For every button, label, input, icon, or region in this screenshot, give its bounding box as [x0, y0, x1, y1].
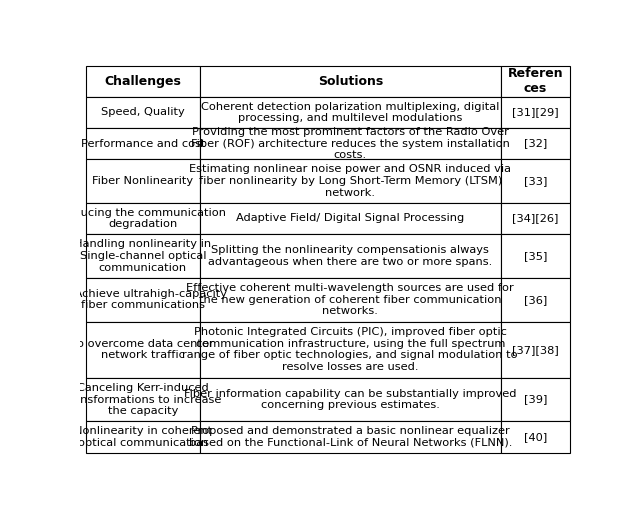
Text: [39]: [39]: [524, 394, 547, 405]
Text: Referen
ces: Referen ces: [508, 67, 563, 95]
Bar: [501, 203, 570, 234]
Bar: [86, 278, 200, 322]
Text: [36]: [36]: [524, 294, 547, 305]
Text: Nonlinearity in coherent
optical communication: Nonlinearity in coherent optical communi…: [74, 426, 212, 448]
Bar: [501, 159, 570, 203]
Bar: [200, 278, 501, 322]
Bar: [86, 66, 200, 97]
Text: Performance and cost: Performance and cost: [81, 139, 205, 149]
Text: Handling nonlinearity in
Single-channel optical
communication: Handling nonlinearity in Single-channel …: [74, 240, 211, 272]
Text: Canceling Kerr-induced
transformations to increase
the capacity: Canceling Kerr-induced transformations t…: [64, 383, 221, 416]
Text: [31][29]: [31][29]: [512, 107, 559, 117]
Text: [40]: [40]: [524, 432, 547, 442]
Text: [35]: [35]: [524, 251, 547, 261]
Bar: [200, 97, 501, 128]
Text: Fiber information capability can be substantially improved
concerning previous e: Fiber information capability can be subs…: [184, 389, 516, 410]
Text: [32]: [32]: [524, 139, 547, 149]
Text: [34][26]: [34][26]: [512, 213, 559, 224]
Bar: [501, 97, 570, 128]
Text: Reducing the communication
degradation: Reducing the communication degradation: [60, 208, 227, 229]
Bar: [501, 421, 570, 452]
Text: Photonic Integrated Circuits (PIC), improved fiber optic
communication infrastru: Photonic Integrated Circuits (PIC), impr…: [182, 327, 518, 372]
Bar: [86, 97, 200, 128]
Bar: [501, 322, 570, 378]
Text: Estimating nonlinear noise power and OSNR induced via
fiber nonlinearity by Long: Estimating nonlinear noise power and OSN…: [189, 165, 511, 198]
Bar: [501, 66, 570, 97]
Bar: [86, 378, 200, 421]
Bar: [200, 159, 501, 203]
Text: Challenges: Challenges: [104, 74, 181, 88]
Text: Speed, Quality: Speed, Quality: [101, 107, 185, 117]
Bar: [86, 421, 200, 452]
Text: [37][38]: [37][38]: [512, 345, 559, 354]
Bar: [501, 128, 570, 159]
Text: Providing the most prominent factors of the Radio Over
Fiber (ROF) architecture : Providing the most prominent factors of …: [191, 127, 509, 160]
Bar: [86, 322, 200, 378]
Bar: [501, 234, 570, 278]
Bar: [200, 378, 501, 421]
Bar: [86, 159, 200, 203]
Text: To overcome data center
network traffic: To overcome data center network traffic: [72, 339, 214, 361]
Text: Splitting the nonlinearity compensationis always
advantageous when there are two: Splitting the nonlinearity compensationi…: [208, 245, 492, 267]
Text: Adaptive Field/ Digital Signal Processing: Adaptive Field/ Digital Signal Processin…: [236, 213, 465, 224]
Text: [33]: [33]: [524, 176, 547, 186]
Bar: [501, 378, 570, 421]
Text: To Achieve ultrahigh-capacity
fiber communications: To Achieve ultrahigh-capacity fiber comm…: [59, 289, 227, 310]
Text: Solutions: Solutions: [317, 74, 383, 88]
Bar: [200, 66, 501, 97]
Text: Effective coherent multi-wavelength sources are used for
the new generation of c: Effective coherent multi-wavelength sour…: [186, 283, 514, 316]
Bar: [200, 128, 501, 159]
Text: Proposed and demonstrated a basic nonlinear equalizer
based on the Functional-Li: Proposed and demonstrated a basic nonlin…: [189, 426, 512, 448]
Text: Coherent detection polarization multiplexing, digital
processing, and multilevel: Coherent detection polarization multiple…: [201, 102, 499, 123]
Bar: [200, 203, 501, 234]
Bar: [86, 203, 200, 234]
Bar: [200, 234, 501, 278]
Bar: [200, 421, 501, 452]
Bar: [86, 128, 200, 159]
Bar: [501, 278, 570, 322]
Text: Fiber Nonlinearity: Fiber Nonlinearity: [92, 176, 193, 186]
Bar: [200, 322, 501, 378]
Bar: [86, 234, 200, 278]
